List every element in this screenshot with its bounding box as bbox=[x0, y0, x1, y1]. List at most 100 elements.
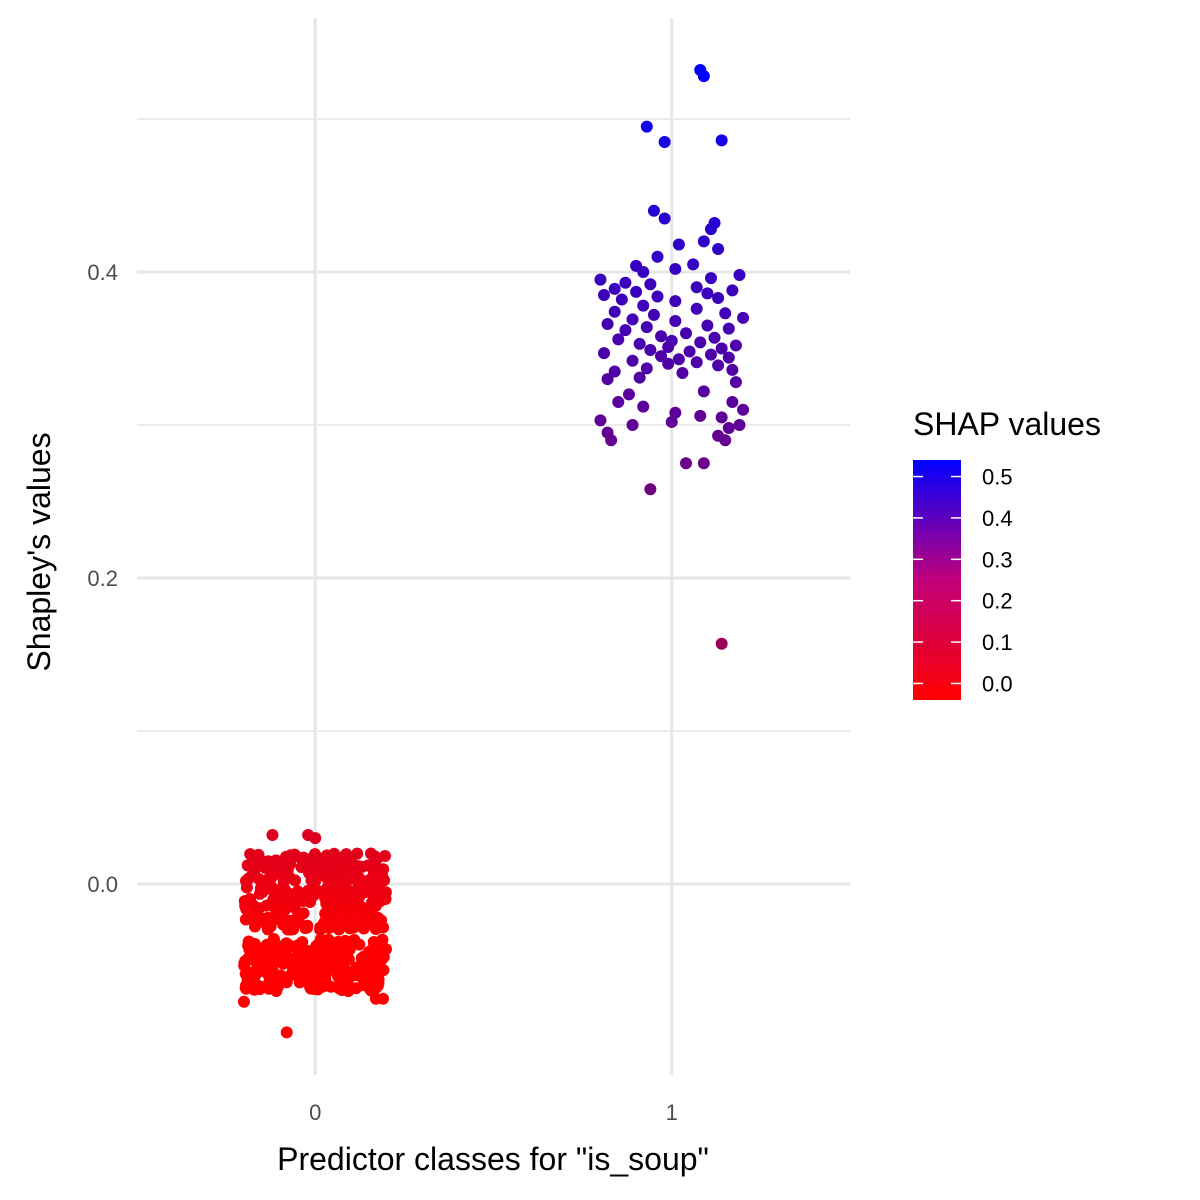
legend-title: SHAP values bbox=[913, 406, 1101, 442]
class-1-point bbox=[697, 385, 710, 398]
class-0-point bbox=[252, 848, 265, 861]
class-0-point bbox=[338, 868, 351, 881]
class-0-point bbox=[288, 901, 301, 914]
class-1-point bbox=[737, 311, 750, 324]
class-1-point bbox=[719, 434, 732, 447]
class-0-point bbox=[343, 922, 356, 935]
class-0-point bbox=[339, 934, 352, 947]
class-0-point bbox=[292, 938, 305, 951]
class-0-point bbox=[249, 965, 262, 978]
class-1-point bbox=[647, 204, 660, 217]
class-1-point bbox=[651, 290, 664, 303]
class-1-point bbox=[701, 319, 714, 332]
class-1-point bbox=[712, 243, 725, 256]
class-1-point bbox=[662, 340, 675, 353]
class-1-point bbox=[697, 457, 710, 470]
class-0-point bbox=[252, 873, 265, 886]
class-1-point bbox=[676, 366, 689, 379]
class-0-point bbox=[323, 960, 336, 973]
class-0-point bbox=[279, 946, 292, 959]
class-1-point bbox=[680, 457, 693, 470]
class-1-point bbox=[626, 313, 639, 326]
class-0-point bbox=[254, 955, 267, 968]
class-1-point bbox=[715, 342, 728, 355]
class-1-point bbox=[637, 400, 650, 413]
class-0-point bbox=[260, 938, 273, 951]
class-0-point bbox=[284, 914, 297, 927]
class-0-point bbox=[295, 961, 308, 974]
class-0-point bbox=[374, 884, 387, 897]
class-1-point bbox=[644, 278, 657, 291]
class-0-point bbox=[290, 888, 303, 901]
class-1-point bbox=[715, 134, 728, 147]
class-0-point bbox=[375, 875, 388, 888]
y-axis-ticks: 0.0 0.2 0.4 bbox=[87, 260, 118, 897]
class-0-point bbox=[316, 980, 329, 993]
class-0-point bbox=[262, 978, 275, 991]
class-0-point bbox=[237, 995, 250, 1008]
class-1-point bbox=[712, 359, 725, 372]
class-0-point bbox=[357, 922, 370, 935]
class-1-point bbox=[655, 330, 668, 343]
class-1-point bbox=[594, 414, 607, 427]
class-0-point bbox=[242, 935, 255, 948]
y-tick-label: 0.0 bbox=[87, 872, 118, 897]
class-0-point bbox=[316, 921, 329, 934]
class-1-point bbox=[733, 419, 746, 431]
class-1-point bbox=[612, 333, 625, 346]
class-0-point bbox=[337, 850, 350, 863]
class-1-point bbox=[697, 235, 710, 248]
legend-tick-label: 0.1 bbox=[982, 630, 1013, 655]
class-0-point bbox=[323, 909, 336, 922]
class-1-point bbox=[729, 376, 742, 389]
class-1-point bbox=[715, 637, 728, 650]
class-0-point bbox=[259, 861, 272, 874]
class-1-point bbox=[726, 363, 739, 376]
class-1-point bbox=[704, 223, 717, 236]
class-1-point bbox=[722, 422, 735, 435]
class-0-point bbox=[247, 913, 260, 926]
class-0-point bbox=[352, 860, 365, 873]
class-1-point bbox=[669, 406, 682, 419]
class-0-point bbox=[289, 951, 302, 964]
class-0-point bbox=[309, 869, 322, 882]
legend-tick-label: 0.3 bbox=[982, 547, 1013, 572]
class-0-point bbox=[365, 896, 378, 909]
class-0-point bbox=[374, 942, 387, 955]
legend-tick-label: 0.5 bbox=[982, 465, 1013, 490]
class-0-point bbox=[299, 855, 312, 868]
class-0-point bbox=[333, 971, 346, 984]
y-tick-label: 0.4 bbox=[87, 260, 118, 285]
class-0-point bbox=[363, 957, 376, 970]
class-1-point bbox=[647, 308, 660, 321]
class-0-point bbox=[269, 858, 282, 871]
class-1-point bbox=[619, 276, 632, 289]
class-0-point bbox=[279, 888, 292, 901]
class-0-point bbox=[335, 981, 348, 994]
class-1-point bbox=[655, 350, 668, 363]
class-0-point bbox=[353, 938, 366, 951]
class-0-point bbox=[340, 887, 353, 900]
class-0-point bbox=[301, 921, 314, 934]
class-1-point bbox=[733, 269, 746, 282]
legend-colorbar bbox=[913, 460, 961, 700]
legend-tick-label: 0.2 bbox=[982, 589, 1013, 614]
class-1-point bbox=[729, 339, 742, 352]
class-1-point bbox=[672, 238, 685, 251]
class-0-point bbox=[376, 992, 389, 1005]
class-0-point bbox=[271, 973, 284, 986]
class-0-point bbox=[266, 829, 279, 842]
class-1-point bbox=[690, 281, 703, 294]
class-1-point bbox=[615, 293, 628, 306]
legend: SHAP values 0.5 0.4 0.3 0.2 0.1 0.0 bbox=[913, 406, 1101, 700]
class-1-point bbox=[726, 284, 739, 297]
class-1-point bbox=[619, 324, 632, 337]
x-tick-label: 0 bbox=[309, 1100, 321, 1125]
class-1-point bbox=[687, 258, 700, 271]
class-1-point bbox=[719, 307, 732, 320]
class-1-point bbox=[658, 135, 671, 148]
class-1-point bbox=[726, 396, 739, 409]
class-1-point bbox=[701, 287, 714, 300]
